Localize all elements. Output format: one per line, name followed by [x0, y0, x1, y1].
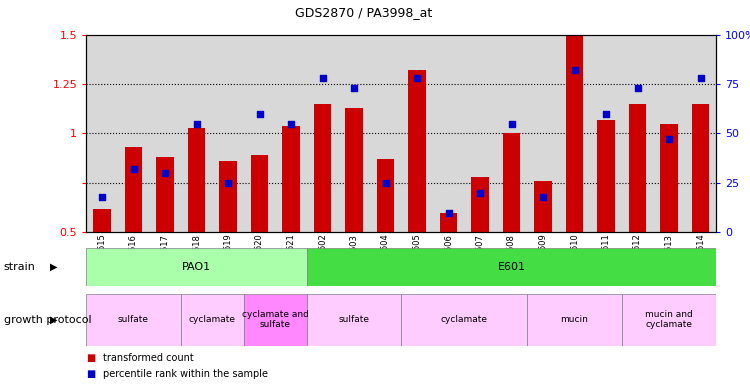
Bar — [408, 70, 426, 232]
Point — [348, 85, 360, 91]
Point — [128, 166, 140, 172]
Point — [159, 170, 171, 176]
Bar — [188, 127, 206, 232]
Text: mucin: mucin — [560, 315, 589, 324]
Point — [285, 121, 297, 127]
Point — [537, 194, 549, 200]
Text: strain: strain — [4, 262, 36, 272]
Bar — [527, 294, 622, 346]
Text: percentile rank within the sample: percentile rank within the sample — [103, 369, 268, 379]
Bar — [251, 155, 268, 232]
Text: mucin and
cyclamate: mucin and cyclamate — [645, 310, 693, 329]
Bar — [376, 159, 394, 232]
Point — [222, 180, 234, 186]
Bar — [86, 248, 307, 286]
Bar — [314, 104, 332, 232]
Bar — [628, 104, 646, 232]
Text: sulfate: sulfate — [118, 315, 149, 324]
Point — [694, 75, 706, 81]
Bar — [534, 181, 552, 232]
Point — [411, 75, 423, 81]
Text: GDS2870 / PA3998_at: GDS2870 / PA3998_at — [296, 6, 432, 19]
Bar — [307, 294, 401, 346]
Point — [632, 85, 644, 91]
Bar — [219, 161, 237, 232]
Bar — [307, 248, 716, 286]
Bar — [471, 177, 489, 232]
Text: transformed count: transformed count — [103, 353, 194, 363]
Point — [568, 67, 580, 73]
Bar — [566, 35, 584, 232]
Text: ■: ■ — [86, 353, 95, 363]
Bar — [401, 294, 527, 346]
Bar — [660, 124, 678, 232]
Point — [474, 190, 486, 196]
Bar — [181, 294, 244, 346]
Bar — [156, 157, 174, 232]
Text: ■: ■ — [86, 369, 95, 379]
Text: cyclamate and
sulfate: cyclamate and sulfate — [242, 310, 309, 329]
Bar — [282, 126, 300, 232]
Bar — [244, 294, 307, 346]
Bar — [503, 134, 520, 232]
Text: ▶: ▶ — [50, 314, 58, 325]
Bar — [93, 209, 111, 232]
Bar — [440, 213, 458, 232]
Point — [380, 180, 392, 186]
Text: PAO1: PAO1 — [182, 262, 211, 272]
Text: growth protocol: growth protocol — [4, 314, 92, 325]
Bar — [622, 294, 716, 346]
Point — [663, 136, 675, 142]
Text: E601: E601 — [497, 262, 526, 272]
Point — [96, 194, 108, 200]
Point — [190, 121, 202, 127]
Text: sulfate: sulfate — [338, 315, 370, 324]
Bar — [345, 108, 363, 232]
Point — [600, 111, 612, 117]
Bar — [86, 294, 181, 346]
Text: ▶: ▶ — [50, 262, 58, 272]
Text: cyclamate: cyclamate — [189, 315, 236, 324]
Bar — [597, 119, 615, 232]
Point — [506, 121, 518, 127]
Point — [442, 210, 454, 216]
Point — [254, 111, 266, 117]
Point — [316, 75, 328, 81]
Text: cyclamate: cyclamate — [441, 315, 488, 324]
Bar — [124, 147, 142, 232]
Bar — [692, 104, 709, 232]
